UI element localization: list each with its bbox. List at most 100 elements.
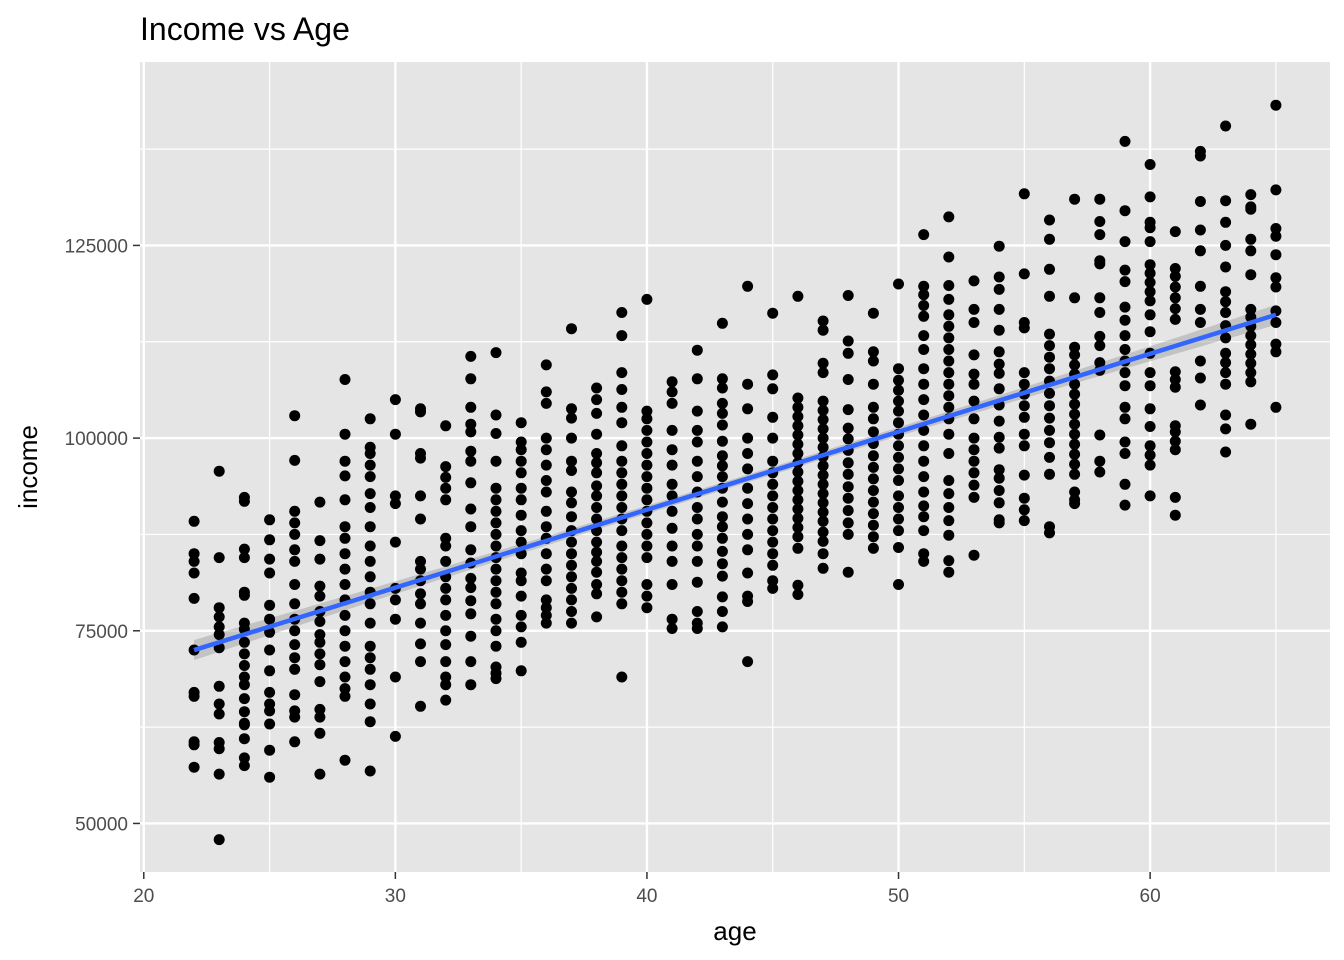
data-point [767, 502, 779, 513]
data-point [591, 536, 603, 548]
data-point [1245, 233, 1257, 245]
data-point [591, 467, 603, 479]
data-point [1245, 189, 1257, 201]
data-point [1220, 378, 1232, 390]
data-point [515, 590, 527, 602]
data-point [616, 478, 628, 490]
data-point [1194, 196, 1206, 207]
data-point [264, 705, 276, 717]
data-point [817, 460, 829, 472]
data-point [1144, 191, 1156, 203]
data-point [1194, 303, 1206, 315]
data-point [339, 656, 351, 668]
data-point [968, 349, 980, 361]
data-point [641, 471, 653, 483]
data-point [1069, 498, 1081, 510]
data-point [1069, 388, 1081, 400]
data-point [364, 640, 376, 652]
data-point [817, 548, 829, 560]
data-point [943, 211, 955, 223]
data-point [566, 559, 577, 571]
data-point [716, 471, 728, 483]
data-point [993, 431, 1005, 443]
data-point [213, 621, 225, 633]
data-point [389, 536, 401, 548]
data-point [1194, 399, 1206, 411]
data-point [1169, 292, 1181, 304]
data-point [1245, 339, 1257, 351]
data-point [817, 432, 829, 444]
data-point [490, 347, 502, 359]
data-point [716, 496, 728, 508]
data-point [1169, 491, 1181, 503]
data-point [364, 679, 376, 691]
data-point [1018, 268, 1030, 280]
data-point [364, 502, 376, 513]
data-point [641, 448, 653, 459]
data-point [893, 463, 904, 475]
data-point [1094, 466, 1106, 478]
data-point [993, 442, 1005, 454]
data-point [188, 548, 200, 560]
data-point [490, 575, 502, 587]
data-point [415, 700, 426, 712]
data-point [289, 517, 301, 529]
data-point [691, 623, 703, 634]
data-point [867, 496, 879, 508]
data-point [238, 733, 250, 745]
data-point [1069, 378, 1081, 390]
data-point [742, 432, 754, 444]
data-point [1194, 280, 1206, 292]
data-point [364, 716, 376, 728]
data-point [1069, 418, 1081, 430]
data-point [767, 432, 779, 444]
data-point [1169, 381, 1181, 393]
data-point [1270, 99, 1282, 111]
data-point [490, 673, 502, 685]
data-point [943, 401, 955, 413]
data-point [264, 665, 276, 677]
data-point [213, 552, 225, 564]
data-point [893, 440, 904, 452]
data-point [691, 576, 703, 588]
data-point [591, 457, 603, 469]
data-point [1044, 363, 1055, 375]
data-point [1018, 400, 1030, 412]
data-point [314, 629, 326, 641]
data-point [415, 452, 426, 464]
data-point [591, 448, 603, 459]
data-point [238, 543, 250, 555]
data-point [1069, 398, 1081, 410]
data-point [238, 719, 250, 731]
data-point [616, 384, 628, 395]
data-point [1245, 303, 1257, 315]
data-point [666, 444, 678, 456]
data-point [716, 558, 728, 570]
data-point [490, 613, 502, 625]
data-point [440, 639, 452, 651]
data-point [566, 594, 577, 606]
data-point [515, 525, 527, 537]
data-point [1169, 226, 1181, 238]
data-point [968, 455, 980, 467]
data-point [591, 428, 603, 440]
data-point [666, 397, 678, 409]
data-point [540, 602, 552, 614]
data-point [943, 378, 955, 390]
fit-line [193, 312, 1277, 653]
chart-title: Income vs Age [140, 11, 350, 47]
data-point [641, 590, 653, 602]
data-point [616, 330, 628, 342]
data-point [339, 532, 351, 544]
data-point [867, 401, 879, 413]
data-point [540, 397, 552, 409]
data-point [415, 588, 426, 600]
data-point [1270, 249, 1282, 261]
data-point [943, 529, 955, 541]
data-point [415, 555, 426, 567]
data-point [465, 679, 477, 691]
data-point [1245, 357, 1257, 369]
data-point [1119, 478, 1131, 490]
data-point [490, 528, 502, 540]
data-point [742, 403, 754, 415]
